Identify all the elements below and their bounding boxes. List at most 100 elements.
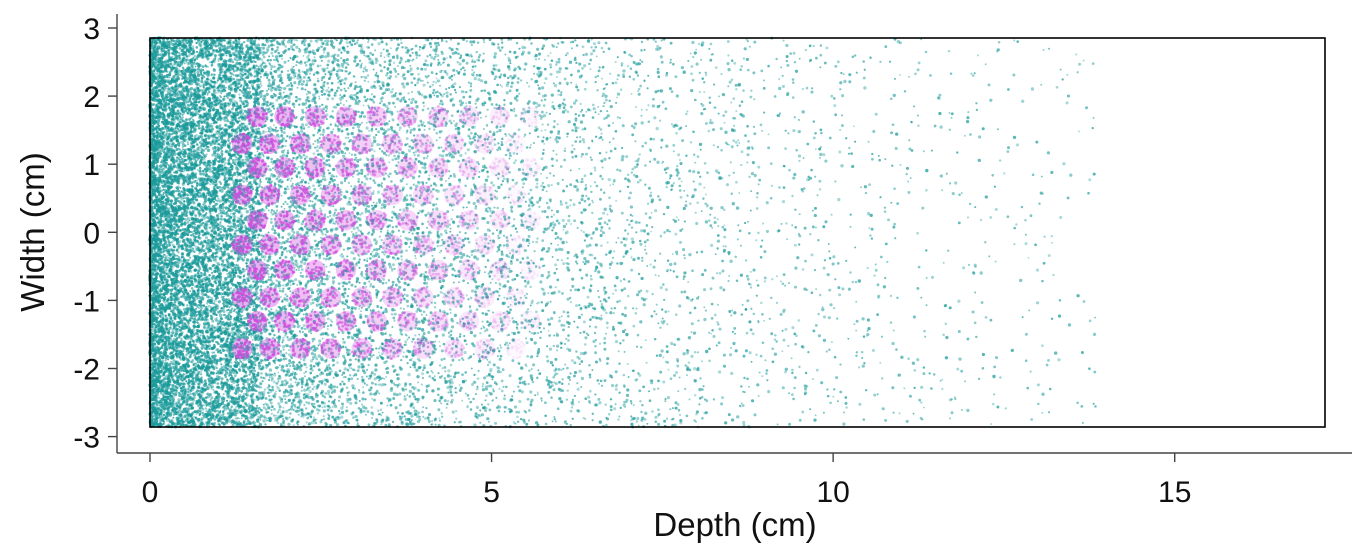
background-point [467,81,470,84]
background-point [698,71,701,75]
background-point [958,193,961,197]
background-point [421,222,424,226]
background-point [717,370,722,374]
background-point [581,138,585,142]
background-point [253,369,256,373]
background-point [493,55,497,59]
background-point [476,226,480,230]
background-point [735,206,740,210]
background-point [662,356,665,359]
background-point [683,257,686,260]
background-point [268,394,271,398]
background-point [592,42,596,46]
background-point [278,287,281,290]
background-point [793,386,796,390]
background-point [424,263,428,267]
background-point [589,172,593,176]
background-point [466,394,470,397]
background-point [574,288,578,292]
background-point [792,397,795,401]
background-point [534,394,537,397]
background-point [569,372,572,375]
background-point [469,330,474,335]
background-point [292,253,297,258]
background-point [318,380,321,383]
background-point [697,42,701,46]
background-point [684,204,688,208]
background-point [615,276,619,280]
background-point [283,60,287,64]
background-point [663,298,666,302]
background-point [420,319,424,322]
background-point [797,118,800,121]
background-point [515,230,519,234]
background-point [414,44,418,48]
background-point [187,405,191,409]
background-point [473,334,477,338]
background-point [755,239,758,242]
background-point [666,361,670,364]
background-point [430,231,433,235]
background-point [763,250,767,254]
background-point [674,313,678,316]
background-point [405,194,409,197]
background-point [577,315,582,320]
background-point [388,161,391,164]
background-point [379,102,382,105]
background-point [655,126,659,131]
background-point [734,83,738,87]
background-point [204,236,209,240]
background-point [410,340,414,343]
background-point [752,268,756,272]
background-point [916,68,920,72]
background-point [630,268,634,272]
background-point [566,135,569,138]
background-point [862,60,865,63]
background-point [190,287,194,290]
background-point [391,325,394,329]
background-point [405,206,408,210]
background-point [881,407,885,411]
background-point [891,123,895,127]
background-point [786,238,789,241]
background-point [975,108,979,112]
background-point [514,159,517,162]
background-point [1034,243,1037,247]
background-point [588,253,592,257]
background-point [260,307,264,311]
background-point [895,132,899,136]
background-point [486,364,490,367]
background-point [660,349,664,353]
background-point [841,287,845,291]
background-point [552,149,555,152]
background-point [583,343,587,346]
background-point [378,392,381,395]
background-point [531,339,534,342]
background-point [309,199,312,203]
background-point [547,206,551,210]
background-point [626,388,630,392]
background-point [590,237,593,240]
background-point [405,203,409,207]
background-point [530,196,534,199]
background-point [709,224,713,228]
background-point [630,402,633,405]
background-point [450,218,453,221]
background-point [356,39,359,42]
background-point [297,269,300,272]
background-point [346,335,351,339]
background-point [301,123,305,127]
background-point [606,417,610,421]
background-point [639,400,642,403]
background-point [277,234,281,238]
background-point [302,80,306,83]
background-point [677,153,681,157]
background-point [333,182,336,186]
background-point [701,360,704,363]
background-point [762,86,766,90]
background-point [866,318,871,322]
background-point [538,196,542,200]
background-point [833,97,836,100]
background-point [1065,101,1069,105]
background-point [633,122,638,126]
